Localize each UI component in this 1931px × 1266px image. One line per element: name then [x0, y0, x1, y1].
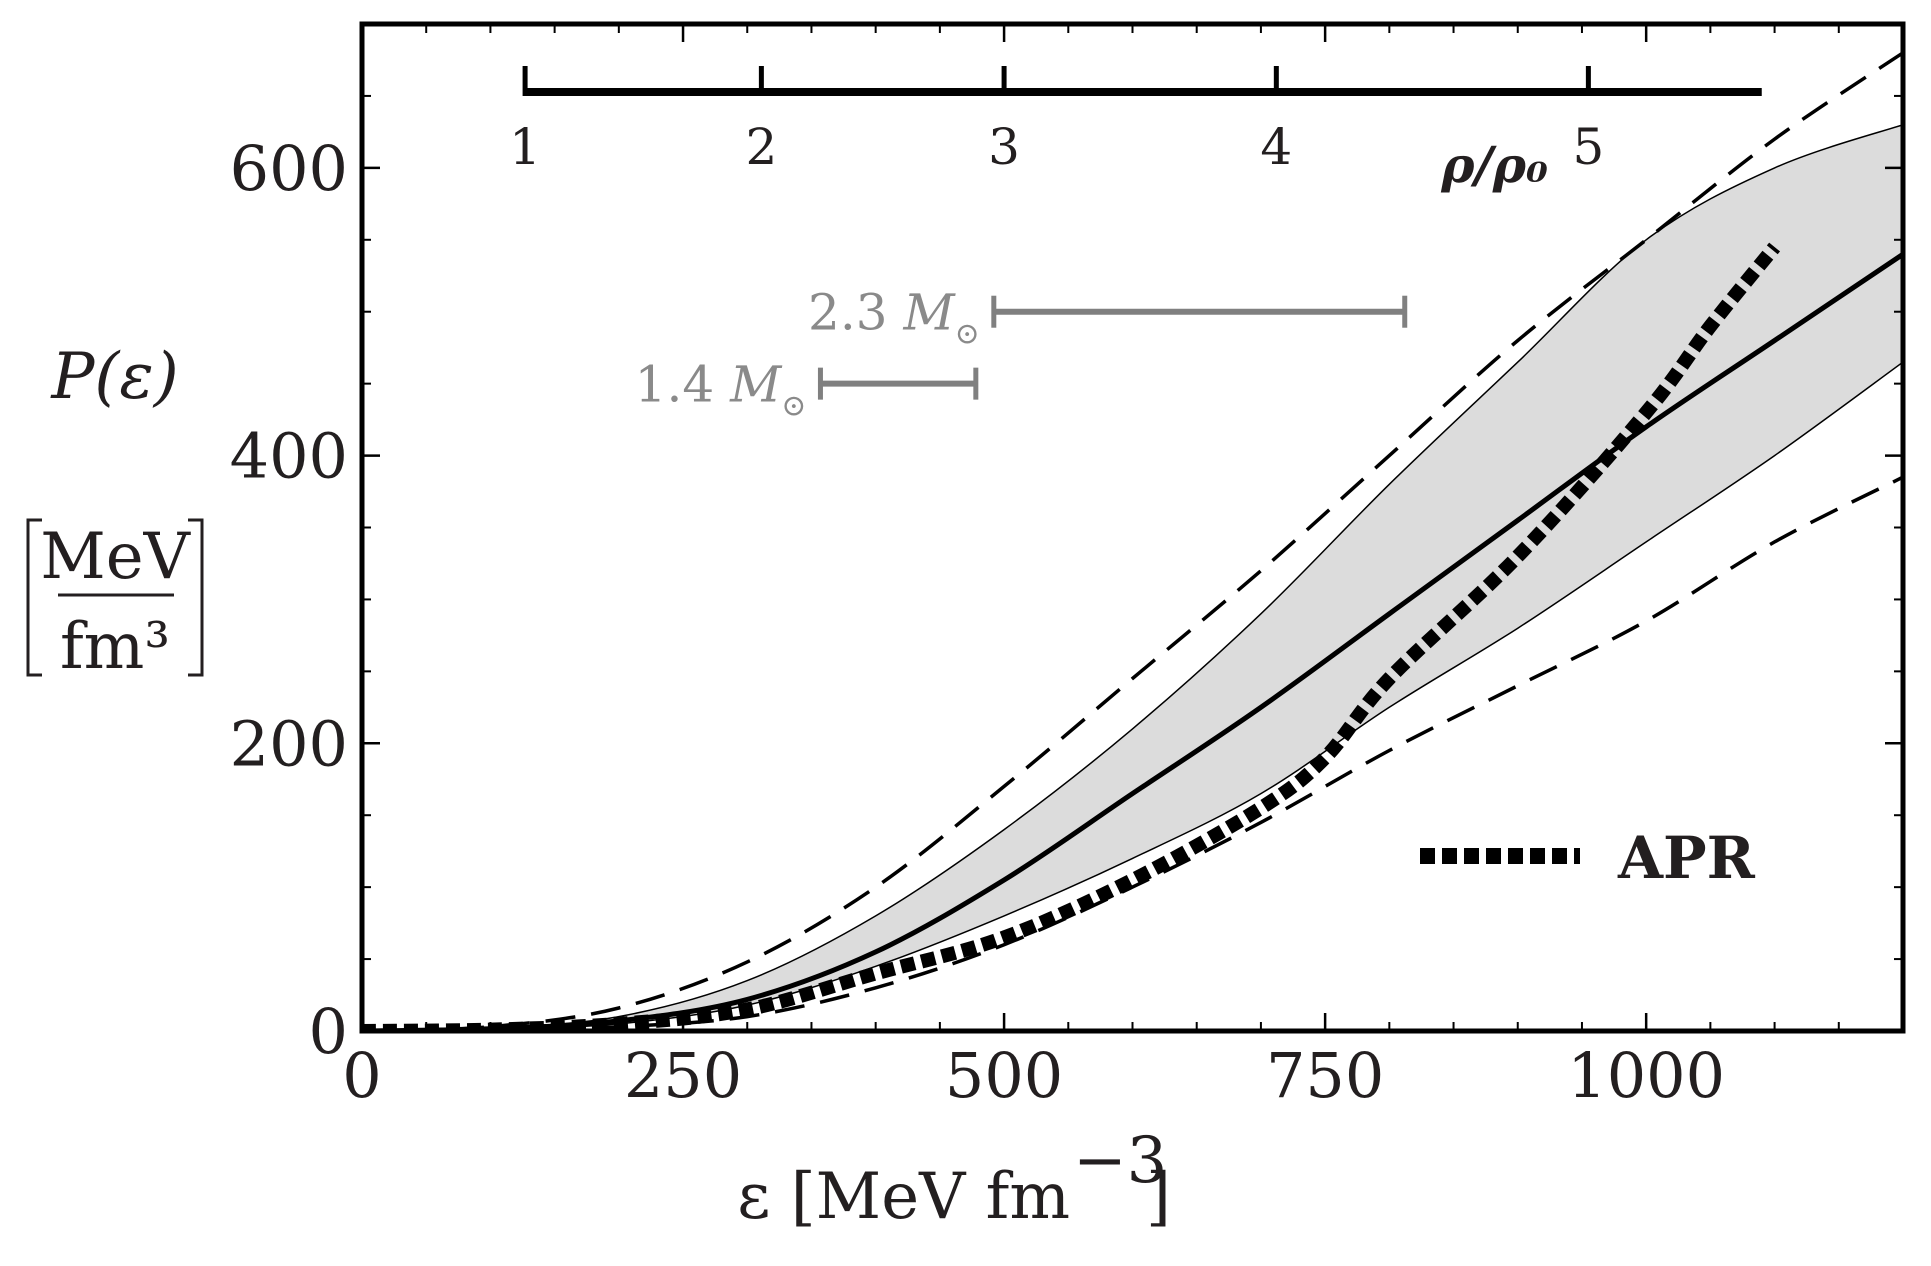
x-axis-label: ε [MeV fm −3 ] — [737, 1124, 1171, 1234]
density-tick-label: 5 — [1572, 118, 1604, 176]
y-tick-label: 400 — [230, 420, 348, 493]
series-upper-bound-line — [362, 51, 1903, 1031]
mass-range: 2.3 M⊙ — [808, 284, 1408, 352]
x-axis-label-close: ] — [1146, 1160, 1171, 1234]
series-apr-line — [362, 242, 1781, 1031]
y-axis-label-left-bracket — [26, 518, 42, 677]
mass-range: 1.4 M⊙ — [635, 356, 979, 424]
legend-apr-label: APR — [1617, 824, 1756, 892]
x-tick-label: 0 — [342, 1039, 381, 1112]
density-tick-label: 2 — [745, 118, 777, 176]
density-axis-label: ρ/ρ₀ — [1440, 135, 1548, 194]
y-axis-label-title: P(ε) — [50, 340, 178, 414]
x-axis-label-text: ε [MeV fm — [737, 1160, 1070, 1234]
mass-range-label: 2.3 M⊙ — [808, 284, 980, 352]
density-tick-label: 1 — [509, 118, 541, 176]
uncertainty-band — [362, 124, 1903, 1031]
x-tick-label: 500 — [945, 1039, 1063, 1112]
density-axis: 1 2 3 4 5 ρ/ρ₀ — [509, 66, 1762, 194]
density-tick-label: 3 — [988, 118, 1020, 176]
y-axis-label-right-bracket — [188, 518, 204, 677]
x-tick-label: 250 — [624, 1039, 742, 1112]
legend: APR — [1420, 824, 1756, 892]
y-tick-label: 200 — [230, 707, 348, 780]
x-axis-label-exponent: −3 — [1073, 1124, 1167, 1198]
y-tick-label: 0 — [309, 995, 348, 1068]
y-axis-label: P(ε) MeV fm³ — [26, 340, 204, 684]
x-tick-label: 1000 — [1567, 1039, 1725, 1112]
y-axis-label-unit-num: MeV — [40, 520, 191, 594]
x-tick-label: 750 — [1266, 1039, 1384, 1112]
y-axis-label-unit-den: fm³ — [60, 610, 170, 684]
y-tick-label: 600 — [230, 132, 348, 205]
mass-range-label: 1.4 M⊙ — [635, 356, 807, 424]
series-band-upper-line — [362, 123, 1903, 1031]
density-tick-label: 4 — [1260, 118, 1292, 176]
